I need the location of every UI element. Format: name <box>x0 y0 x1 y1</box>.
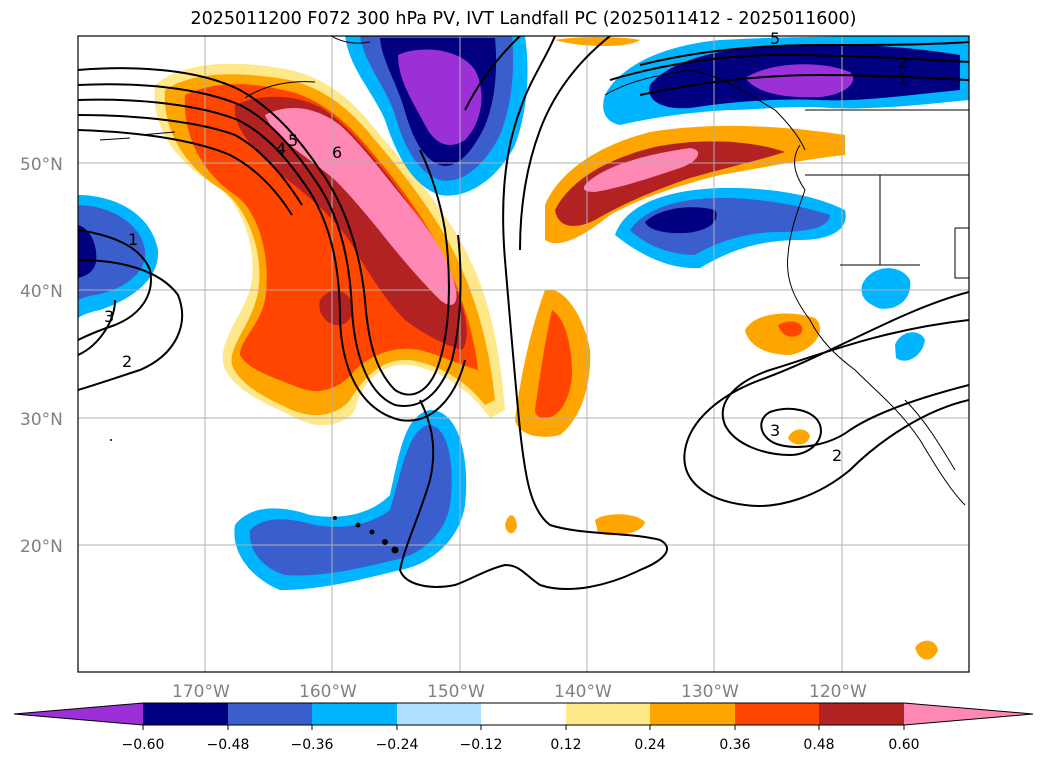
map-title: 2025011200 F072 300 hPa PV, IVT Landfall… <box>190 9 857 29</box>
coastlines <box>99 36 969 506</box>
colorbar-tick-label: −0.12 <box>460 737 503 753</box>
positive-small-orange-4 <box>505 515 517 534</box>
colorbar-bin <box>650 703 735 725</box>
positive-small-orange-5 <box>555 37 640 46</box>
contour-label: 3 <box>104 307 114 326</box>
colorbar: −0.60 −0.48 −0.36 −0.24 −0.12 0.12 0.24 … <box>13 702 1034 753</box>
positive-ne-pink <box>583 148 699 192</box>
negative-lobe-north-purple <box>398 49 482 145</box>
lon-label: 160°W <box>299 682 357 702</box>
colorbar-extend-left <box>14 703 143 725</box>
contour-label: 4 <box>276 139 286 158</box>
colorbar-bin <box>397 703 481 725</box>
contour-label: 1 <box>128 230 138 249</box>
positive-mid-red <box>535 310 572 419</box>
lon-label: 150°W <box>427 682 485 702</box>
filled-anomalies <box>78 36 969 660</box>
negative-lobe-ne-purple <box>745 64 854 98</box>
colorbar-bin <box>735 703 819 725</box>
islands <box>110 439 399 554</box>
colorbar-bin <box>143 703 228 725</box>
colorbar-tick-label: 0.36 <box>719 737 750 753</box>
contour-label: 3 <box>770 421 780 440</box>
negative-south-blue <box>249 425 452 576</box>
contour-label-group: 5 4 6 1 3 2 2 1 5 3 2 <box>104 29 908 465</box>
positive-coast-red <box>778 321 803 337</box>
colorbar-bin <box>228 703 312 725</box>
negative-mid-navy <box>645 207 717 234</box>
contour-label: 2 <box>898 53 908 72</box>
positive-small-darkred <box>319 290 353 326</box>
lon-label: 120°W <box>809 682 867 702</box>
lon-labels: 170°W 160°W 150°W 140°W 130°W 120°W <box>172 682 867 702</box>
ivt-contours <box>78 36 969 591</box>
colorbar-tick-label: 0.24 <box>634 737 665 753</box>
lon-label: 140°W <box>554 682 612 702</box>
colorbar-tick-label: −0.60 <box>122 737 165 753</box>
positive-coast-orange <box>745 313 821 355</box>
gridlines <box>78 36 969 672</box>
colorbar-tick-label: −0.48 <box>207 737 250 753</box>
contour-label: 2 <box>832 446 842 465</box>
positive-small-orange-2 <box>788 429 810 445</box>
negative-coast-cyan <box>861 268 911 309</box>
colorbar-bin <box>312 703 397 725</box>
contour-label: 2 <box>122 352 132 371</box>
lat-label: 50°N <box>20 155 63 175</box>
contour-label: 5 <box>770 29 780 48</box>
lat-label: 40°N <box>20 282 63 302</box>
colorbar-ticks <box>142 725 905 730</box>
colorbar-extend-right <box>904 703 1033 725</box>
lat-label: 20°N <box>20 537 63 557</box>
colorbar-tick-label: 0.48 <box>803 737 834 753</box>
colorbar-tick-label: −0.36 <box>291 737 334 753</box>
positive-small-orange-1 <box>595 514 645 536</box>
positive-small-orange-3 <box>915 640 938 660</box>
positive-band-pink <box>265 107 457 305</box>
negative-west-navy <box>78 225 97 278</box>
lon-label: 130°W <box>681 682 739 702</box>
lon-label: 170°W <box>172 682 230 702</box>
colorbar-tick-label: −0.24 <box>376 737 419 753</box>
contour-label: 5 <box>288 131 298 150</box>
positive-band-darkred <box>234 96 467 351</box>
colorbar-bin <box>566 703 650 725</box>
colorbar-bin <box>481 703 566 725</box>
lat-labels: 50°N 40°N 30°N 20°N <box>20 155 63 557</box>
colorbar-tick-label: 0.12 <box>550 737 581 753</box>
colorbar-tick-label: 0.60 <box>888 737 919 753</box>
negative-coast-cyan-2 <box>895 332 925 361</box>
colorbar-bin <box>819 703 904 725</box>
negative-west-blue <box>78 205 146 300</box>
map-frame <box>77 35 970 673</box>
contour-label: 1 <box>898 69 908 88</box>
contour-label: 6 <box>332 143 342 162</box>
lat-label: 30°N <box>20 410 63 430</box>
